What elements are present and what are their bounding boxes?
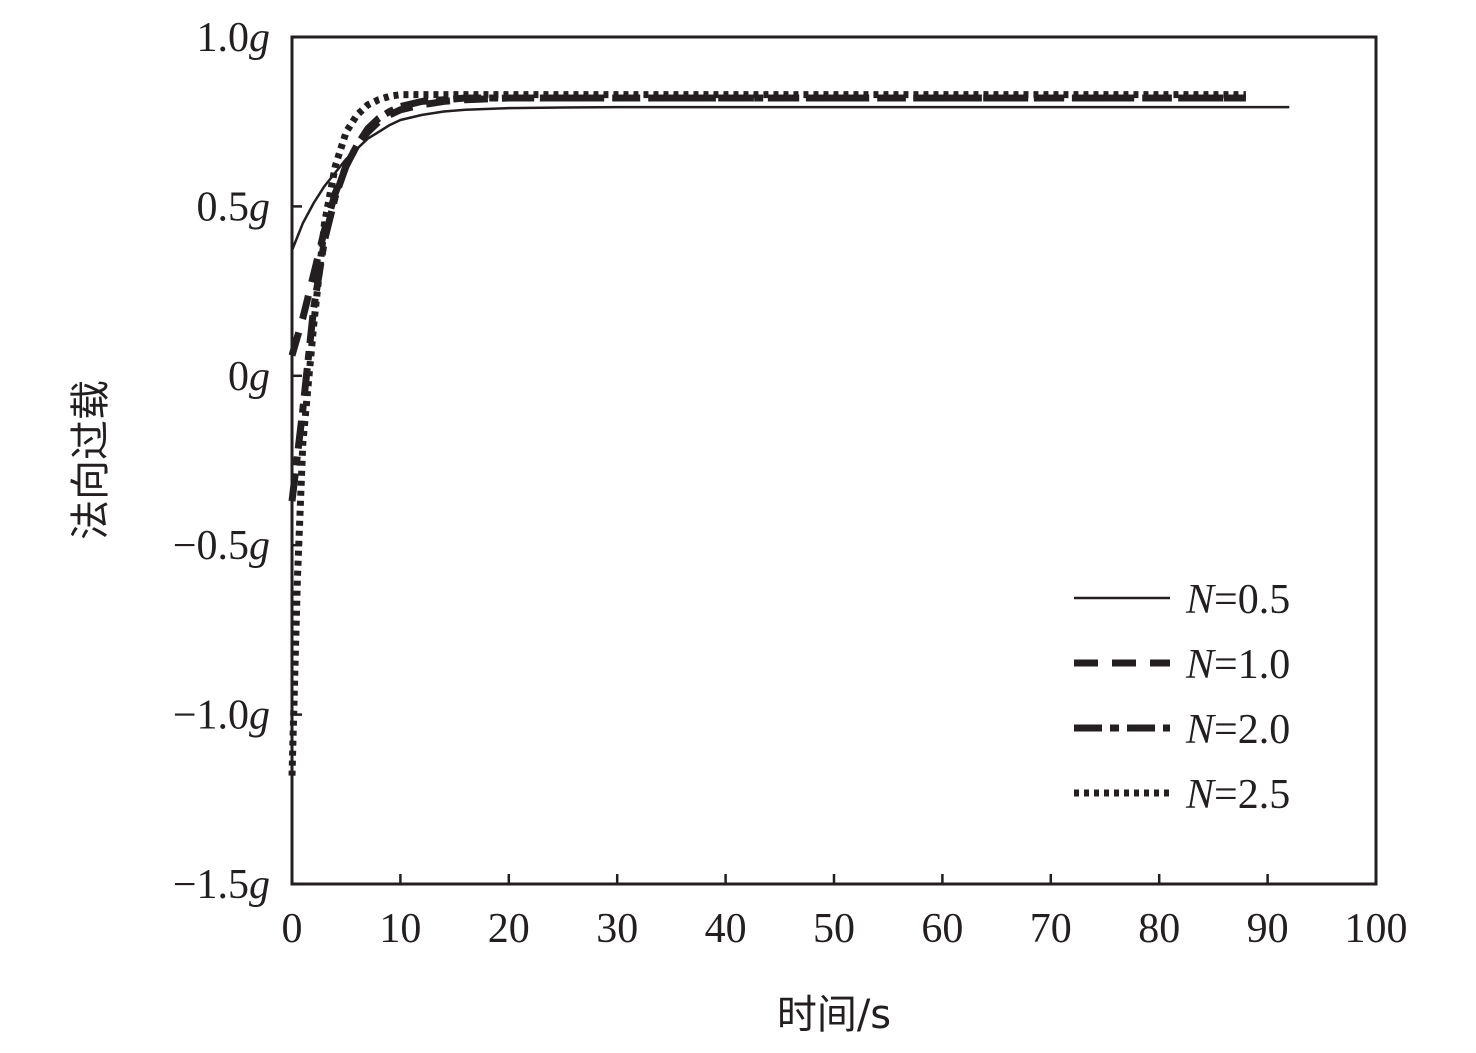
x-tick-label: 90 xyxy=(1247,906,1289,952)
plot-lines xyxy=(288,91,1290,776)
x-tick-label: 60 xyxy=(921,906,963,952)
y-axis-ticks: 1.0g 0.5g 0g −0.5g −1.0g −1.5g xyxy=(173,15,302,908)
x-tick-label: 50 xyxy=(813,906,855,952)
x-tick-label: 20 xyxy=(488,906,530,952)
series-line-3 xyxy=(288,94,1246,502)
legend-label-2: N=1.0 xyxy=(1185,642,1290,688)
plot-frame xyxy=(290,35,1378,886)
series-line-2 xyxy=(288,94,1246,357)
y-tick-label: 1.0g xyxy=(197,15,271,61)
x-tick-label: 100 xyxy=(1345,906,1408,952)
series-line-1 xyxy=(290,105,1290,251)
y-tick-label: −1.0g xyxy=(173,693,270,739)
legend-label-4: N=2.5 xyxy=(1185,772,1290,818)
y-tick-label: −0.5g xyxy=(173,523,270,569)
y-tick-label: 0g xyxy=(228,354,270,400)
x-axis-title: 时间/s xyxy=(777,992,891,1038)
y-tick-label: 0.5g xyxy=(197,184,271,230)
series-line-4 xyxy=(288,91,1246,776)
x-tick-label: 70 xyxy=(1030,906,1072,952)
x-tick-label: 30 xyxy=(596,906,638,952)
x-tick-label: 10 xyxy=(379,906,421,952)
legend-label-1: N=0.5 xyxy=(1185,577,1290,623)
x-tick-label: 80 xyxy=(1138,906,1180,952)
legend-label-3: N=2.0 xyxy=(1185,707,1290,753)
legend: N=0.5 N=1.0 N=2.0 N=2.5 xyxy=(1074,577,1290,818)
x-axis-ticks: 0 10 20 30 40 50 60 70 80 90 100 xyxy=(282,874,1408,952)
y-axis-title: 法向过载 xyxy=(68,380,114,540)
x-tick-label: 0 xyxy=(282,906,303,952)
y-tick-label: −1.5g xyxy=(173,862,270,908)
x-tick-label: 40 xyxy=(705,906,747,952)
